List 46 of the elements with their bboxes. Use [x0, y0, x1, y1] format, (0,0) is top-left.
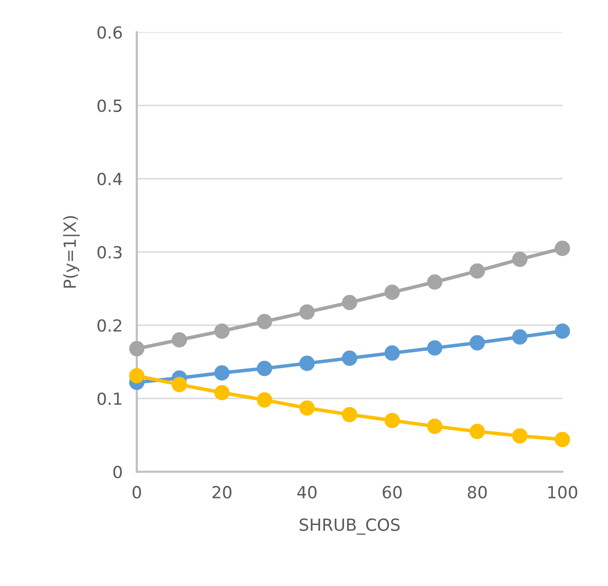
point [299, 356, 315, 371]
point [427, 340, 442, 356]
point [129, 341, 144, 356]
y-axis-title: P(y=1|X) [63, 216, 80, 288]
point [214, 384, 230, 400]
point [512, 329, 528, 345]
y-tick-label: 0.5 [98, 99, 122, 112]
point [214, 323, 230, 339]
y-tick-label: 0.3 [98, 246, 122, 259]
point [554, 240, 570, 256]
point [214, 365, 230, 380]
x-tick-label: 80 [468, 486, 487, 499]
point [256, 360, 272, 376]
x-tick-label: 20 [212, 486, 232, 499]
y-tick-label: 0.6 [98, 26, 122, 39]
x-tick-label: 100 [548, 486, 578, 499]
x-tick-label: 0 [132, 486, 141, 499]
y-tick-label: 0.1 [98, 392, 122, 406]
point [427, 418, 442, 434]
point [427, 274, 442, 290]
point [384, 284, 400, 300]
point [554, 323, 570, 339]
point [129, 368, 144, 384]
x-tick-label: 40 [297, 486, 317, 499]
point [342, 350, 358, 366]
point [256, 314, 272, 330]
point [470, 424, 485, 440]
y-tick-label: 0.2 [98, 319, 122, 332]
point [342, 294, 358, 310]
y-tick-label: 0.4 [98, 172, 122, 186]
point [470, 263, 485, 279]
point [172, 376, 187, 392]
point [342, 406, 358, 422]
point [470, 335, 485, 350]
point [299, 400, 315, 416]
point [554, 432, 570, 448]
point [512, 428, 528, 444]
point [384, 412, 400, 428]
x-tick-label: 60 [382, 486, 402, 499]
point [512, 252, 528, 267]
x-axis-title: SHRUB_COS [300, 518, 400, 535]
point [384, 345, 400, 361]
point [256, 392, 272, 408]
point [172, 332, 187, 348]
y-tick-label: 0 [113, 466, 122, 478]
point [299, 304, 315, 320]
